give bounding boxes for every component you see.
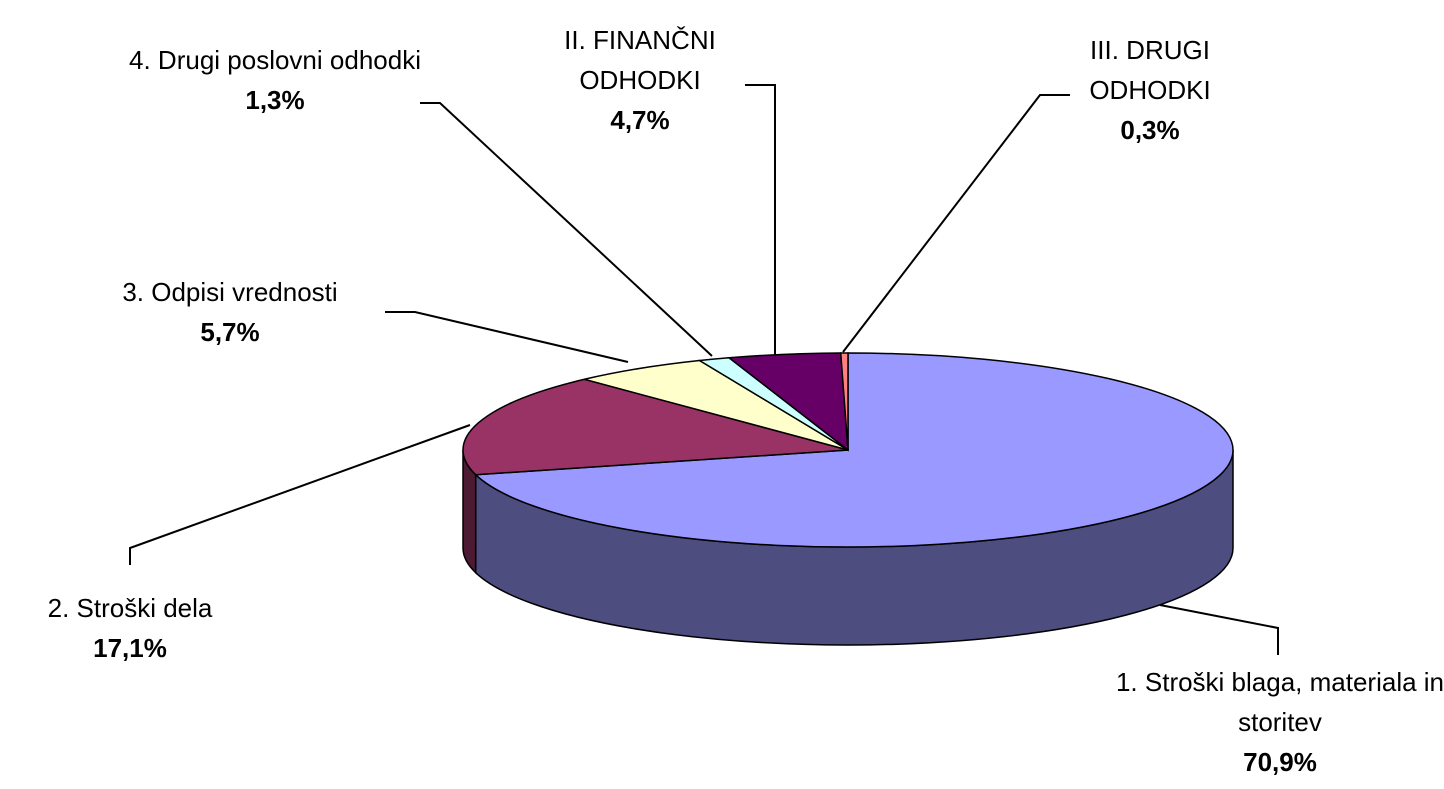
category-name: 4. Drugi poslovni odhodki bbox=[129, 45, 421, 75]
slice-label: 1. Stroški blaga, materiala in storitev 7… bbox=[1110, 662, 1444, 782]
slice bbox=[473, 352, 1234, 548]
slice-label: 2. Stroški dela 17,1% bbox=[0, 588, 260, 668]
slice bbox=[462, 378, 849, 476]
category-name: 1. Stroški blaga, materiala in storitev bbox=[1115, 667, 1444, 737]
slice-label: 3. Odpisi vrednosti 5,7% bbox=[60, 272, 400, 352]
pie bbox=[462, 352, 1234, 646]
percent-label: 70,9% bbox=[1243, 747, 1317, 777]
percent-label: 5,7% bbox=[200, 317, 260, 347]
category-name: 2. Stroški dela bbox=[47, 593, 213, 623]
leader-line bbox=[385, 311, 629, 363]
percent-label: 1,3% bbox=[245, 85, 305, 115]
leader-line bbox=[1159, 604, 1279, 655]
leader-line bbox=[842, 94, 1070, 353]
category-name: II. FINANČNI ODHODKI bbox=[564, 25, 716, 95]
category-name: 3. Odpisi vrednosti bbox=[122, 277, 338, 307]
leader-line bbox=[745, 84, 776, 356]
percent-label: 17,1% bbox=[93, 633, 167, 663]
leader-lines bbox=[129, 84, 1279, 655]
slice-label: III. DRUGI ODHODKI 0,3% bbox=[1030, 30, 1270, 150]
percent-label: 0,3% bbox=[1120, 115, 1180, 145]
slice-label: II. FINANČNI ODHODKI 4,7% bbox=[510, 20, 770, 140]
slice bbox=[584, 359, 849, 451]
percent-label: 4,7% bbox=[610, 105, 670, 135]
category-name: III. DRUGI ODHODKI bbox=[1089, 35, 1211, 105]
leader-line bbox=[129, 424, 471, 565]
slice bbox=[839, 352, 849, 451]
slice-label: 4. Drugi poslovni odhodki 1,3% bbox=[120, 40, 430, 120]
leader-line bbox=[420, 102, 713, 357]
